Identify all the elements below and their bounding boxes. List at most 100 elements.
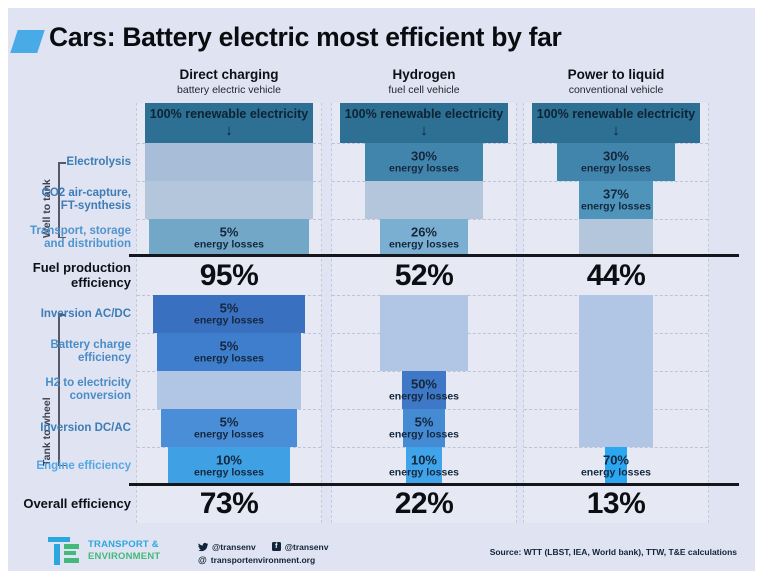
funnel-segment xyxy=(380,295,468,333)
funnel-segment: 70% energy losses xyxy=(581,447,651,485)
logo-line2: ENVIRONMENT xyxy=(88,551,161,563)
renewable-source-banner: 100% renewable electricity ↓ xyxy=(145,103,313,143)
funnel-segment: 10% energy losses xyxy=(167,447,291,485)
fuel-production-divider-line xyxy=(129,254,739,257)
funnel-segment: 5% energy losses xyxy=(160,409,298,447)
funnel-segment: 30% energy losses xyxy=(557,143,675,181)
summary-band: Overall efficiency 73% 22% 13% xyxy=(0,485,763,523)
bracket-tick xyxy=(58,236,66,238)
loss-label: 5% energy losses xyxy=(193,300,265,327)
column-subtitle: battery electric vehicle xyxy=(177,83,281,96)
funnel-panel-direct-charging: 100% renewable electricity ↓ 5% energy lo… xyxy=(136,103,322,523)
funnel-direct-charging: 100% renewable electricity ↓ 5% energy lo… xyxy=(145,103,313,485)
bracket-tick xyxy=(58,162,66,164)
logo-line1: TRANSPORT & xyxy=(88,539,159,550)
funnel-segment xyxy=(579,371,653,409)
social-links: @transenv f @transenv @ transportenviron… xyxy=(198,540,328,566)
group-label-tank-to-wheel: Tank to wheel xyxy=(41,397,53,466)
funnel-segment xyxy=(380,333,468,371)
loss-label: 10% energy losses xyxy=(388,452,460,479)
twitter-handle: @transenv xyxy=(212,541,256,552)
funnel-segment: 5% energy losses xyxy=(153,295,305,333)
loss-label: 10% energy losses xyxy=(193,452,265,479)
down-arrow-icon: ↓ xyxy=(420,121,428,139)
row-label: H2 to electricity conversion xyxy=(45,377,131,402)
row-label: CO2 air-capture, FT-synthesis xyxy=(41,187,131,212)
facebook-handle: @transenv xyxy=(284,541,329,552)
website-icon: @ xyxy=(198,554,207,565)
row-label: Inversion DC/AC xyxy=(40,421,131,434)
row-label: Transport, storage and distribution xyxy=(30,225,131,250)
loss-label: 5% energy losses xyxy=(193,414,265,441)
summary-value: 22% xyxy=(394,487,454,520)
loss-label: 26% energy losses xyxy=(388,224,460,251)
row-label: Engine efficiency xyxy=(36,459,131,472)
funnel-segment xyxy=(579,409,653,447)
overall-divider-line xyxy=(129,483,739,486)
row-label: Inversion AC/DC xyxy=(40,307,131,320)
transport-environment-logo-icon xyxy=(48,537,82,565)
banner-label: 100% renewable electricity xyxy=(536,107,696,122)
funnel-segment: 5% energy losses xyxy=(149,219,309,257)
funnel-segment xyxy=(365,181,483,219)
loss-label: 70% energy losses xyxy=(580,452,652,479)
logo-wordmark: TRANSPORT & ENVIRONMENT xyxy=(88,539,160,564)
loss-label: 5% energy losses xyxy=(193,338,265,365)
summary-value: 13% xyxy=(586,487,646,520)
funnel-segment: 5% energy losses xyxy=(389,409,459,447)
funnel-segment: 5% energy losses xyxy=(156,333,302,371)
bracket-line xyxy=(58,162,60,238)
loss-label: 30% energy losses xyxy=(580,148,652,175)
renewable-source-banner: 100% renewable electricity ↓ xyxy=(532,103,700,143)
bracket-line xyxy=(58,314,60,466)
column-header-hydrogen: Hydrogen fuel cell vehicle xyxy=(324,67,524,96)
bracket-tick xyxy=(58,314,66,316)
funnel-hydrogen: 100% renewable electricity ↓ 30% energy l… xyxy=(340,103,508,485)
funnel-segment: 30% energy losses xyxy=(365,143,483,181)
title-accent-icon xyxy=(10,30,45,53)
tank-to-wheel-bracket: Tank to wheel xyxy=(41,314,88,466)
footer: TRANSPORT & ENVIRONMENT @transenv f @tra… xyxy=(0,534,763,574)
summary-band: Fuel production efficiency 95% 52% 44% xyxy=(0,257,763,295)
funnel-segment: 26% energy losses xyxy=(380,219,468,257)
banner-label: 100% renewable electricity xyxy=(149,107,309,122)
banner-label: 100% renewable electricity xyxy=(344,107,504,122)
row-label: Battery charge efficiency xyxy=(50,339,131,364)
funnel-panel-hydrogen: 100% renewable electricity ↓ 30% energy l… xyxy=(331,103,517,523)
down-arrow-icon: ↓ xyxy=(612,121,620,139)
funnel-segment xyxy=(145,181,313,219)
funnel-segment xyxy=(156,371,302,409)
group-label-well-to-tank: Well to tank xyxy=(41,179,53,238)
funnel-segment: 50% energy losses xyxy=(389,371,459,409)
loss-label: 5% energy losses xyxy=(193,224,265,251)
loss-label: 50% energy losses xyxy=(388,376,460,403)
funnel-segment xyxy=(145,143,313,181)
twitter-icon xyxy=(198,542,208,551)
down-arrow-icon: ↓ xyxy=(225,121,233,139)
bracket-tick xyxy=(58,464,66,466)
funnel-segment xyxy=(579,295,653,333)
column-title: Hydrogen xyxy=(392,67,456,82)
column-title: Power to liquid xyxy=(567,67,665,82)
source-note: Source: WTT (LBST, IEA, World bank), TTW… xyxy=(489,547,737,557)
renewable-source-banner: 100% renewable electricity ↓ xyxy=(340,103,508,143)
funnel-segment xyxy=(579,219,653,257)
website-url: transportenvironment.org xyxy=(210,554,316,565)
facebook-icon: f xyxy=(271,542,281,551)
summary-value: 95% xyxy=(199,259,259,292)
loss-label: 5% energy losses xyxy=(388,414,460,441)
summary-label: Overall efficiency xyxy=(23,495,131,511)
title-bar: Cars: Battery electric most efficient by… xyxy=(0,22,763,56)
column-subtitle: conventional vehicle xyxy=(568,83,664,96)
funnel-segment xyxy=(579,333,653,371)
well-to-tank-bracket: Well to tank xyxy=(41,162,88,238)
summary-value: 44% xyxy=(586,259,646,292)
summary-value: 73% xyxy=(199,487,259,520)
funnel-power-to-liquid: 100% renewable electricity ↓ 30% energy l… xyxy=(532,103,700,485)
funnel-segment: 37% energy losses xyxy=(579,181,653,219)
row-label: Electrolysis xyxy=(66,155,131,168)
column-header-power-to-liquid: Power to liquid conventional vehicle xyxy=(516,67,716,96)
funnel-panel-power-to-liquid: 100% renewable electricity ↓ 30% energy l… xyxy=(523,103,709,523)
page-title: Cars: Battery electric most efficient by… xyxy=(49,22,562,52)
